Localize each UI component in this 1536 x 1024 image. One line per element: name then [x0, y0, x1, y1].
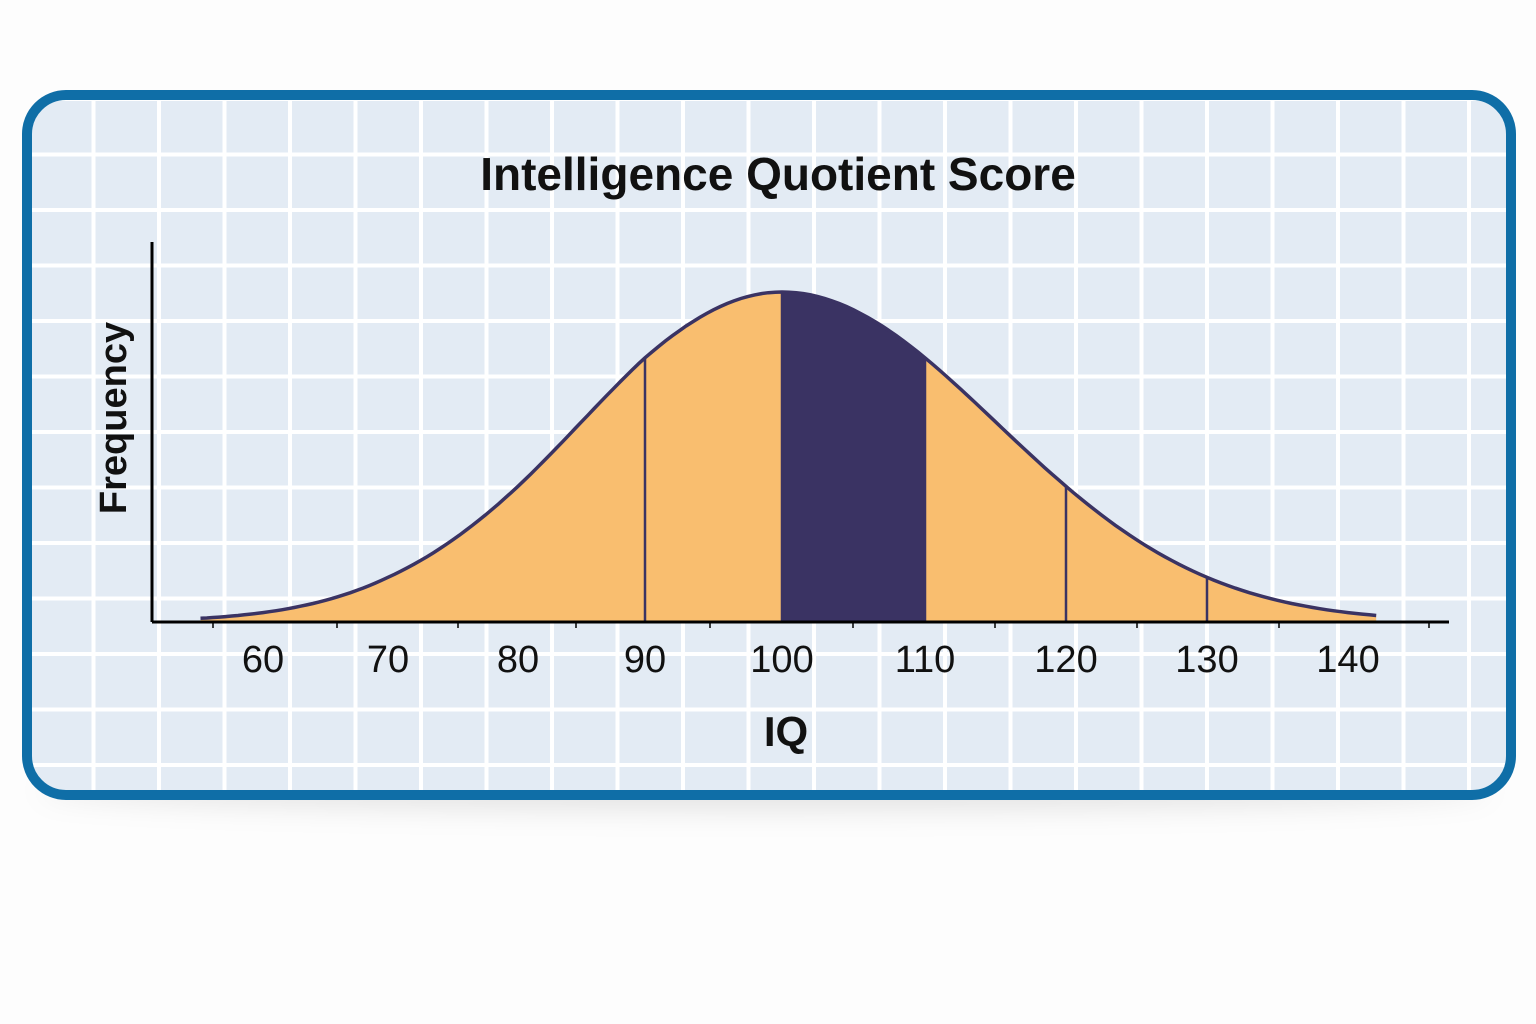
x-tick-label-60: 60 — [242, 639, 284, 681]
x-tick-label-80: 80 — [497, 639, 539, 681]
curve-region-55-100 — [200, 292, 782, 622]
x-tick-label-140: 140 — [1316, 639, 1379, 681]
curve-region-100-110 — [782, 292, 925, 622]
x-tick-label-100: 100 — [750, 639, 813, 681]
region-boundaries — [643, 292, 1209, 622]
bell-curve-line — [200, 290, 1377, 621]
x-tick-label-110: 110 — [895, 639, 956, 681]
x-tick-label-70: 70 — [367, 639, 409, 681]
x-tick-label-120: 120 — [1034, 639, 1097, 681]
curve-region-110-142 — [925, 357, 1377, 622]
x-tick-label-130: 130 — [1175, 639, 1238, 681]
chart-title: Intelligence Quotient Score — [480, 148, 1076, 200]
x-tick-label-90: 90 — [624, 639, 666, 681]
x-axis-tick-marks — [212, 622, 1430, 628]
curve-regions — [200, 292, 1377, 622]
y-axis-label: Frequency — [93, 322, 135, 514]
x-axis-tick-labels: 60 70 80 90 100 110 120 130 140 — [242, 639, 1380, 681]
x-axis-label: IQ — [764, 708, 808, 755]
